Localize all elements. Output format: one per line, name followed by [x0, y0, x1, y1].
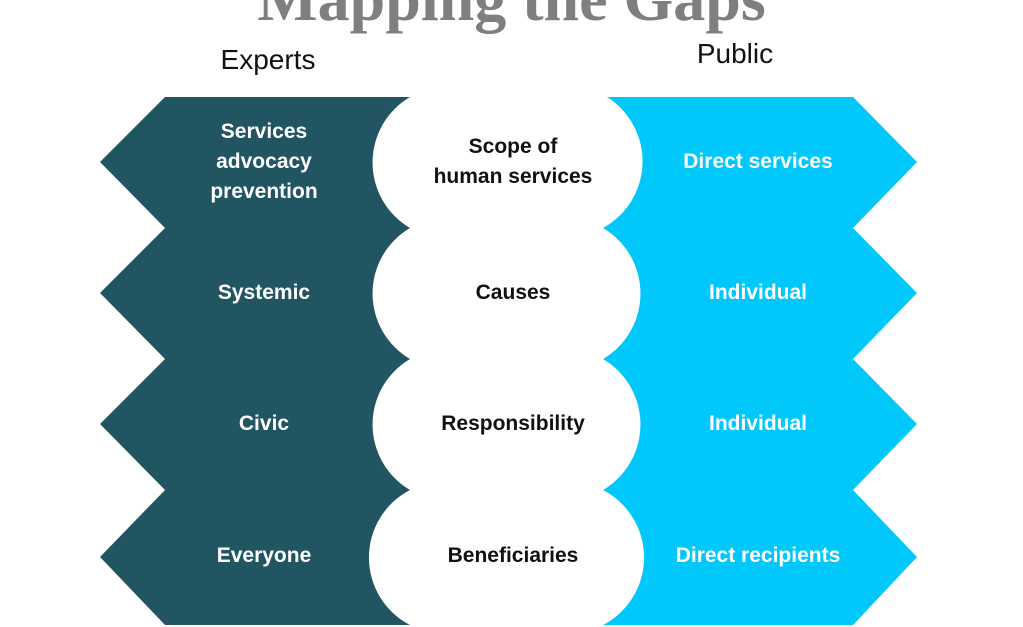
topic-label: Responsibility: [441, 412, 585, 435]
experts-label: Civic: [238, 412, 290, 435]
public-column-header: Public: [696, 38, 774, 69]
public-label: Individual: [708, 281, 807, 304]
public-arrow-band: [603, 97, 917, 625]
topic-label: Beneficiaries: [447, 544, 579, 567]
experts-arrow-band: [100, 97, 410, 625]
experts-label: Services advocacy prevention: [210, 120, 318, 203]
public-label: Direct services: [683, 150, 833, 173]
experts-label: Everyone: [216, 544, 312, 567]
topic-label: Causes: [475, 281, 551, 304]
diagram-title: Mapping the Gaps: [0, 0, 1023, 36]
experts-label: Systemic: [217, 281, 311, 304]
experts-column-header: Experts: [220, 44, 316, 75]
topic-label: Scope of human services: [433, 135, 593, 188]
public-label: Individual: [708, 412, 807, 435]
public-label: Direct recipients: [675, 544, 841, 567]
